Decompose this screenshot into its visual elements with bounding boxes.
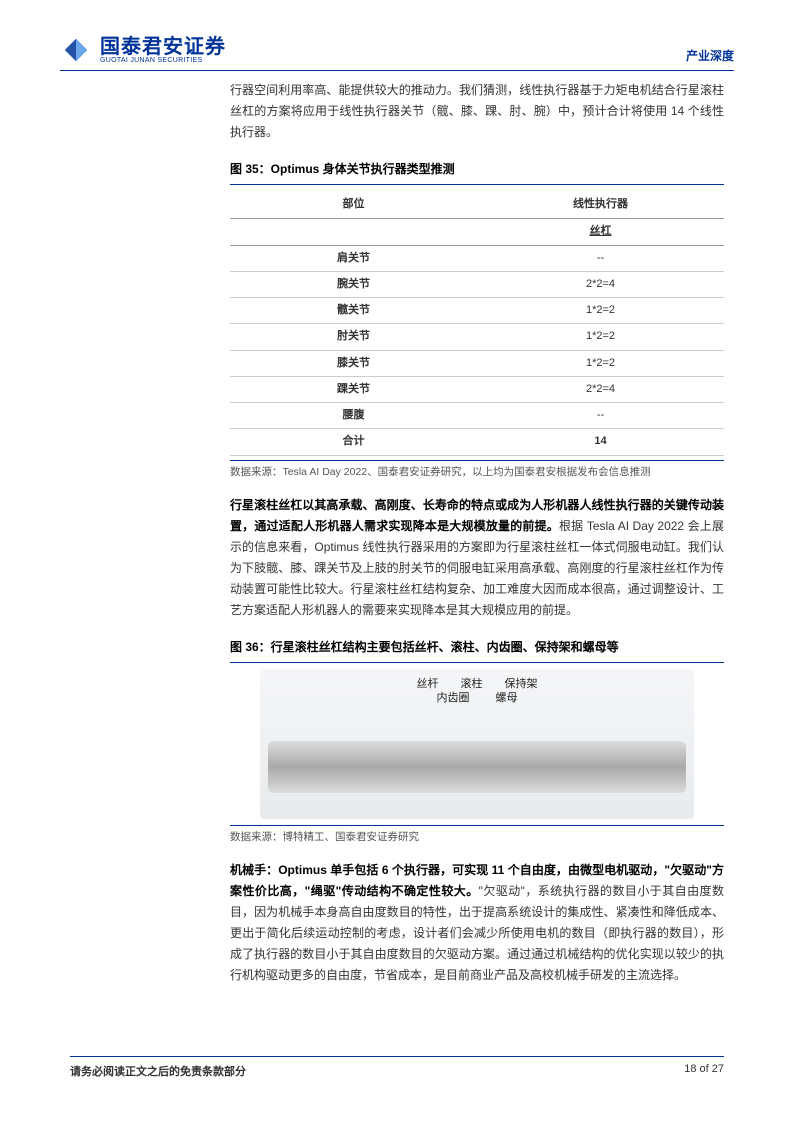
paragraph-2: 行星滚柱丝杠以其高承载、高刚度、长寿命的特点或成为人形机器人线性执行器的关键传动… bbox=[230, 495, 724, 621]
footer-page-number: 18 of 27 bbox=[684, 1063, 724, 1079]
fig36-label: 螺母 bbox=[496, 689, 518, 708]
table35-source: 数据来源：Tesla AI Day 2022、国泰君安证券研究，以上均为国泰君安… bbox=[230, 460, 724, 481]
table35: 部位 线性执行器 丝杠 肩关节--腕关节2*2=4髋关节1*2=2肘关节1*2=… bbox=[230, 191, 724, 456]
table-row: 腰腹 bbox=[230, 403, 477, 429]
fig36-title: 图 36：行星滚柱丝杠结构主要包括丝杆、滚柱、内齿圈、保持架和螺母等 bbox=[230, 637, 724, 663]
table-row: 1*2=2 bbox=[477, 298, 724, 324]
fig36-source: 数据来源：博特精工、国泰君安证券研究 bbox=[230, 825, 724, 846]
table-row: 膝关节 bbox=[230, 350, 477, 376]
table-row: 踝关节 bbox=[230, 376, 477, 402]
paragraph-3-rest: "欠驱动"，系统执行器的数目小于其自由度数目，因为机械手本身高自由度数目的特性，… bbox=[230, 884, 724, 982]
table-row: 1*2=2 bbox=[477, 350, 724, 376]
main-content: 行器空间利用率高、能提供较大的推动力。我们猜测，线性执行器基于力矩电机结合行星滚… bbox=[230, 80, 724, 996]
page-footer: 请务必阅读正文之后的免责条款部分 18 of 27 bbox=[70, 1056, 724, 1079]
fig36-label: 内齿圈 bbox=[437, 689, 470, 708]
logo-text-cn: 国泰君安证券 bbox=[100, 37, 226, 57]
table-row: 肩关节 bbox=[230, 245, 477, 271]
logo-icon bbox=[60, 34, 92, 66]
table-row: 2*2=4 bbox=[477, 271, 724, 297]
table35-title: 图 35：Optimus 身体关节执行器类型推测 bbox=[230, 159, 724, 185]
logo-block: 国泰君安证券 GUOTAI JUNAN SECURITIES bbox=[60, 34, 226, 66]
table35-col-part: 部位 bbox=[230, 191, 477, 219]
intro-paragraph: 行器空间利用率高、能提供较大的推动力。我们猜测，线性执行器基于力矩电机结合行星滚… bbox=[230, 80, 724, 143]
logo-text-en: GUOTAI JUNAN SECURITIES bbox=[100, 57, 226, 64]
document-type-label: 产业深度 bbox=[686, 47, 734, 66]
fig36-labels-mid: 内齿圈 螺母 bbox=[260, 689, 695, 708]
table-row: -- bbox=[477, 403, 724, 429]
table-row: -- bbox=[477, 245, 724, 271]
table-row: 1*2=2 bbox=[477, 324, 724, 350]
fig36-image: 丝杆 滚柱 保持架 内齿圈 螺母 bbox=[260, 669, 695, 819]
paragraph-2-rest: 根据 Tesla AI Day 2022 会上展示的信息来看，Optimus 线… bbox=[230, 519, 724, 617]
paragraph-3: 机械手：Optimus 单手包括 6 个执行器，可实现 11 个自由度，由微型电… bbox=[230, 860, 724, 986]
table35-subhead: 丝杠 bbox=[477, 219, 724, 245]
page-header: 国泰君安证券 GUOTAI JUNAN SECURITIES 产业深度 bbox=[60, 34, 734, 71]
table-row: 2*2=4 bbox=[477, 376, 724, 402]
table-row: 合计 bbox=[230, 429, 477, 455]
table-row: 腕关节 bbox=[230, 271, 477, 297]
table-row: 肘关节 bbox=[230, 324, 477, 350]
table-row: 髋关节 bbox=[230, 298, 477, 324]
footer-disclaimer: 请务必阅读正文之后的免责条款部分 bbox=[70, 1063, 246, 1079]
table-row: 14 bbox=[477, 429, 724, 455]
table35-col-linear: 线性执行器 bbox=[477, 191, 724, 219]
